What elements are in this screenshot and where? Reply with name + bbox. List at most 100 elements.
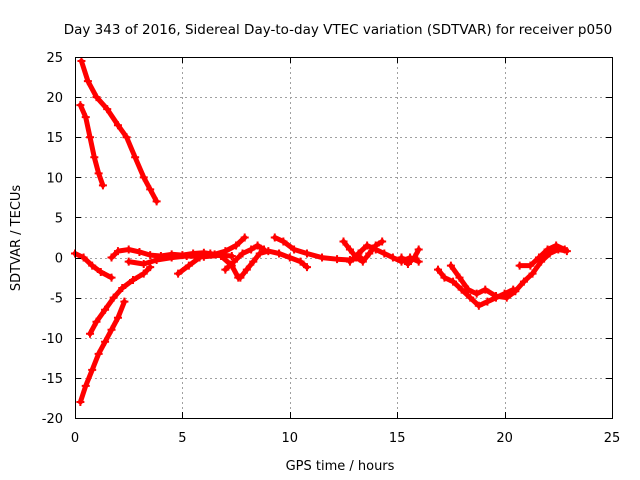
data-point (388, 253, 397, 262)
data-point (167, 253, 176, 262)
x-tick-label: 25 (604, 431, 621, 446)
data-point (302, 249, 311, 258)
data-point (365, 249, 374, 258)
data-point (560, 245, 569, 254)
data-point (255, 249, 264, 258)
data-point (206, 249, 215, 258)
data-point (511, 287, 520, 296)
data-point (96, 267, 105, 276)
data-point (118, 284, 127, 293)
data-point (152, 197, 161, 206)
plot-frame (75, 57, 613, 419)
data-point (354, 249, 363, 258)
data-point (98, 181, 107, 190)
x-tick-label: 5 (178, 431, 186, 446)
data-point (107, 325, 116, 334)
data-point (128, 276, 137, 285)
data-point (363, 241, 372, 250)
data-point (131, 153, 140, 162)
data-point (502, 293, 511, 302)
data-point (247, 245, 256, 254)
series-arc-1 (78, 58, 160, 204)
data-point (236, 273, 245, 282)
data-point (339, 237, 348, 246)
data-point (120, 297, 129, 306)
data-point (275, 249, 284, 258)
series-arc-16 (435, 267, 516, 309)
data-point (109, 293, 118, 302)
data-point (371, 245, 380, 254)
data-point (414, 245, 423, 254)
data-point (152, 255, 161, 264)
data-point (290, 245, 299, 254)
data-point (526, 261, 535, 270)
data-point (464, 285, 473, 294)
x-tick-label: 10 (282, 431, 299, 446)
data-point (378, 237, 387, 246)
data-point (88, 365, 97, 374)
data-point (182, 251, 191, 260)
data-point (139, 259, 148, 268)
data-point (139, 269, 148, 278)
data-point (107, 273, 116, 282)
data-point (333, 255, 342, 264)
data-point (279, 237, 288, 246)
data-point (455, 273, 464, 282)
data-point (195, 253, 204, 262)
data-point (94, 169, 103, 178)
data-point (492, 292, 501, 301)
data-point (135, 247, 144, 256)
data-point (86, 133, 95, 142)
data-point (534, 253, 543, 262)
data-point (414, 257, 423, 266)
series-arc-3 (77, 299, 127, 405)
data-point (92, 317, 101, 326)
y-tick-label: 15 (46, 131, 63, 146)
ticks: 0 5 10 15 20 25 -20 -15 -10 -5 0 5 10 15 20 25 (42, 51, 621, 446)
series-arc-12 (276, 251, 310, 270)
data-point (174, 269, 183, 278)
y-tick-label: 20 (46, 91, 63, 106)
data-point (240, 233, 249, 242)
data-point (101, 305, 110, 314)
data-point (552, 241, 561, 250)
data-point (146, 251, 155, 260)
data-point (113, 247, 122, 256)
data-point (296, 257, 305, 266)
data-point (81, 113, 90, 122)
data-point (403, 259, 412, 268)
data-point (101, 337, 110, 346)
data-point (113, 121, 122, 130)
data-point (184, 261, 193, 270)
x-tick-label: 0 (71, 431, 79, 446)
data-point (318, 253, 327, 262)
y-axis-label: SDTVAR / TECUs (9, 185, 24, 292)
data-point (242, 265, 251, 274)
y-tick-label: 5 (55, 211, 63, 226)
data-point (83, 77, 92, 86)
data-point (81, 381, 90, 390)
chart-title: Day 343 of 2016, Sidereal Day-to-day VTE… (64, 22, 613, 38)
data-point (217, 251, 226, 260)
data-point (249, 257, 258, 266)
data-point (519, 277, 528, 286)
data-point (358, 257, 367, 266)
data-point (302, 263, 311, 272)
y-tick-label: 25 (46, 51, 63, 66)
data-point (113, 313, 122, 322)
data-point (483, 297, 492, 306)
data-point (528, 269, 537, 278)
y-tick-label: -10 (42, 332, 63, 347)
data-point (481, 285, 490, 294)
data-point (285, 253, 294, 262)
y-tick-label: 0 (55, 252, 63, 267)
data-point (515, 261, 524, 270)
series-arc-15 (399, 247, 422, 267)
data-point (270, 233, 279, 242)
data-point (264, 247, 273, 256)
data-point (410, 253, 419, 262)
y-tick-label: -15 (42, 372, 63, 387)
data-point (77, 57, 86, 66)
data-point (238, 249, 247, 258)
